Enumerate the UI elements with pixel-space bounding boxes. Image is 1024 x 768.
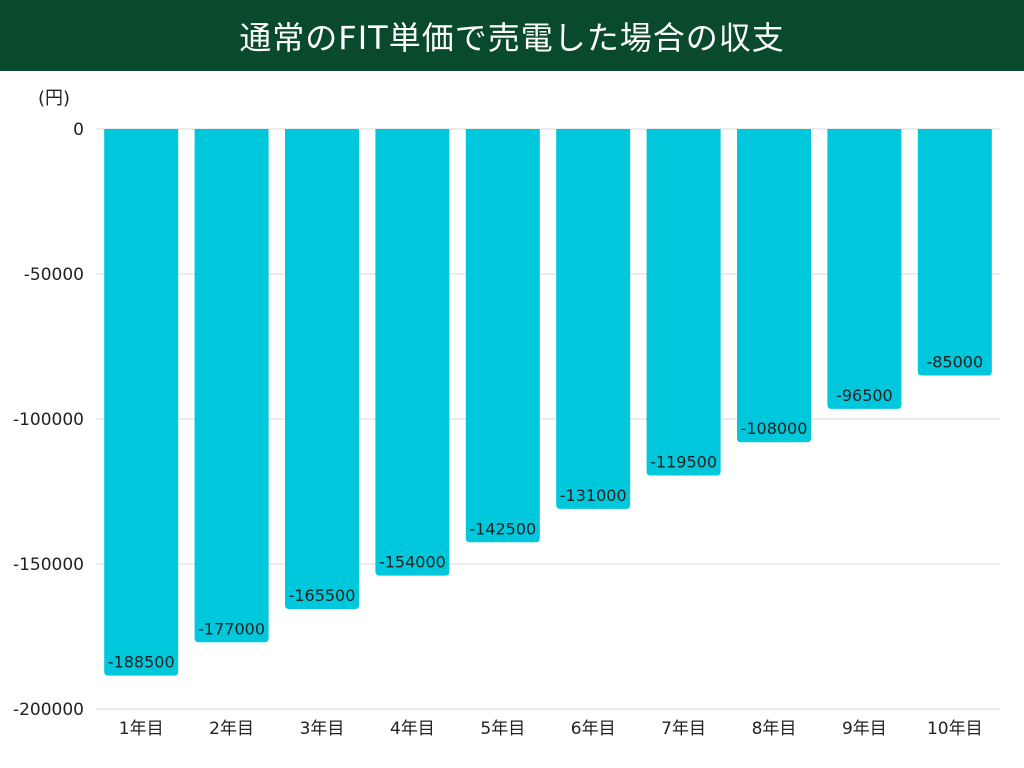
x-tick-label: 4年目 xyxy=(390,719,435,739)
data-label: -188500 xyxy=(108,653,175,672)
bar-1 xyxy=(104,129,179,676)
y-tick-label: -150000 xyxy=(13,555,84,575)
x-tick-label: 1年目 xyxy=(119,719,164,739)
bars xyxy=(104,129,992,676)
x-tick-label: 6年目 xyxy=(571,719,616,739)
bar-4 xyxy=(375,129,450,576)
y-tick-label: -50000 xyxy=(24,265,84,285)
bar-5 xyxy=(465,129,540,543)
bar-chart: (円) 0 -50000 -100000 -150000 -200000 -188500… xyxy=(13,88,1000,739)
data-label: -142500 xyxy=(469,519,536,538)
chart-title: 通常のFIT単価で売電した場合の収支 xyxy=(239,18,785,57)
bar-7 xyxy=(646,129,721,476)
data-label: -177000 xyxy=(198,619,265,638)
y-tick-label: 0 xyxy=(73,120,84,140)
bar-6 xyxy=(556,129,631,509)
bar-3 xyxy=(285,129,359,609)
data-label: -85000 xyxy=(926,353,983,372)
x-tick-label: 3年目 xyxy=(300,719,345,739)
data-label: -165500 xyxy=(289,586,356,605)
y-tick-label: -100000 xyxy=(13,410,84,430)
x-axis-ticks: 1年目 2年目 3年目 4年目 5年目 6年目 7年目 8年目 9年目 10年目 xyxy=(119,719,983,739)
bar-8 xyxy=(737,129,811,443)
data-label: -108000 xyxy=(741,419,808,438)
x-tick-label: 9年目 xyxy=(842,719,887,739)
x-tick-label: 2年目 xyxy=(209,719,254,739)
x-tick-label: 5年目 xyxy=(480,719,525,739)
x-tick-label: 7年目 xyxy=(661,719,706,739)
data-label: -154000 xyxy=(379,553,446,572)
x-tick-label: 8年目 xyxy=(752,719,797,739)
y-axis-unit-label: (円) xyxy=(38,88,70,109)
data-labels: -188500 -177000 -165500 -154000 -142500 -1310… xyxy=(108,353,983,672)
y-axis-ticks: 0 -50000 -100000 -150000 -200000 xyxy=(13,120,84,720)
data-label: -131000 xyxy=(560,486,627,505)
y-tick-label: -200000 xyxy=(13,700,84,720)
data-label: -96500 xyxy=(836,386,893,405)
chart-title-bar: 通常のFIT単価で売電した場合の収支 xyxy=(0,0,1024,71)
x-tick-label: 10年目 xyxy=(927,719,983,739)
data-label: -119500 xyxy=(650,453,717,472)
bar-9 xyxy=(827,129,902,409)
bar-10 xyxy=(917,129,992,376)
bar-2 xyxy=(194,129,269,643)
